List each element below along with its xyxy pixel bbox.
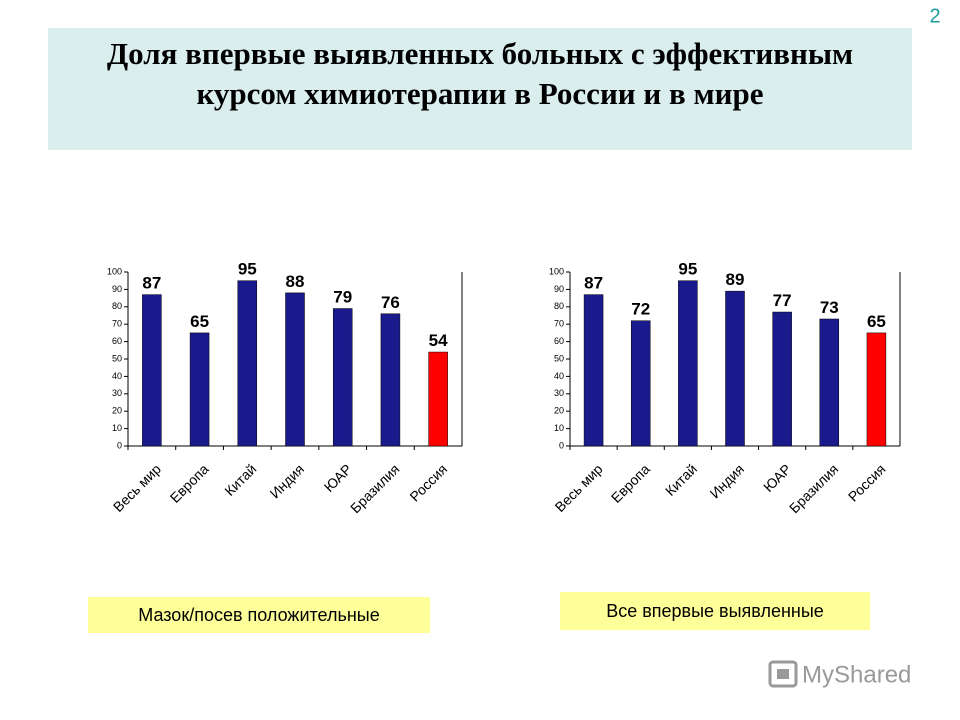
caption: Мазок/посев положительные [138,605,379,625]
y-tick-label: 30 [554,388,564,398]
x-tick-label: Россия [845,461,889,505]
y-tick-label: 10 [112,423,122,433]
y-tick-label: 0 [117,440,122,450]
x-tick-label: ЮАР [321,461,355,495]
bar [189,332,210,447]
y-tick-label: 20 [554,406,564,416]
x-tick-label: Россия [406,461,450,505]
y-tick-label: 30 [112,388,122,398]
x-tick-label: Весь мир [552,461,606,515]
caption-box [560,592,870,630]
bar [866,332,887,447]
data-label: 87 [584,274,603,293]
x-tick-label: Китай [221,461,259,499]
y-tick-label: 90 [112,284,122,294]
x-tick-label: ЮАР [760,461,794,495]
y-tick-label: 20 [112,406,122,416]
data-label: 79 [333,288,352,307]
data-label: 88 [286,272,305,291]
x-tick-label: Весь мир [110,461,164,515]
bar [237,280,258,447]
y-tick-label: 70 [112,319,122,329]
x-tick-label: Индия [267,461,308,502]
data-label: 95 [678,260,697,279]
slide-number: 2 [929,5,940,27]
data-label: 65 [867,312,886,331]
y-tick-label: 10 [554,423,564,433]
y-tick-label: 50 [112,353,122,363]
x-tick-label: Европа [608,461,653,506]
x-tick-label: Китай [662,461,700,499]
watermark-logo [768,660,798,688]
bar [725,290,745,447]
bar [772,311,792,447]
data-label: 89 [726,270,745,289]
y-tick-label: 80 [112,301,122,311]
y-tick-label: 50 [554,353,564,363]
data-label: 72 [631,300,650,319]
data-label: 65 [190,312,209,331]
bar [332,308,353,447]
x-tick-label: Бразилия [347,461,402,516]
bar [428,351,448,447]
bar [819,318,840,447]
x-tick-label: Индия [707,461,748,502]
caption: Все впервые выявленные [606,601,824,621]
bar [380,313,401,447]
data-label: 95 [238,260,257,279]
data-label: 76 [381,293,400,312]
caption-box [88,597,430,633]
data-label: 87 [142,274,161,293]
bar [142,294,162,447]
data-label: 73 [820,298,839,317]
bar [678,280,698,447]
bar [583,294,604,447]
y-tick-label: 40 [112,371,122,381]
y-tick-label: 90 [554,284,564,294]
data-label: 77 [773,291,792,310]
y-tick-label: 0 [559,440,564,450]
bar [285,292,305,447]
y-tick-label: 40 [554,371,564,381]
y-tick-label: 100 [107,266,122,276]
bar [630,320,651,447]
x-tick-label: Бразилия [786,461,841,516]
x-tick-label: Европа [167,461,212,506]
y-tick-label: 70 [554,319,564,329]
y-tick-label: 60 [554,336,564,346]
y-tick-label: 100 [549,266,564,276]
data-label: 54 [429,331,448,350]
y-tick-label: 80 [554,301,564,311]
slide-title: Доля впервые выявленных больных с эффект… [48,28,912,150]
watermark: MyShared [802,661,911,688]
y-tick-label: 60 [112,336,122,346]
